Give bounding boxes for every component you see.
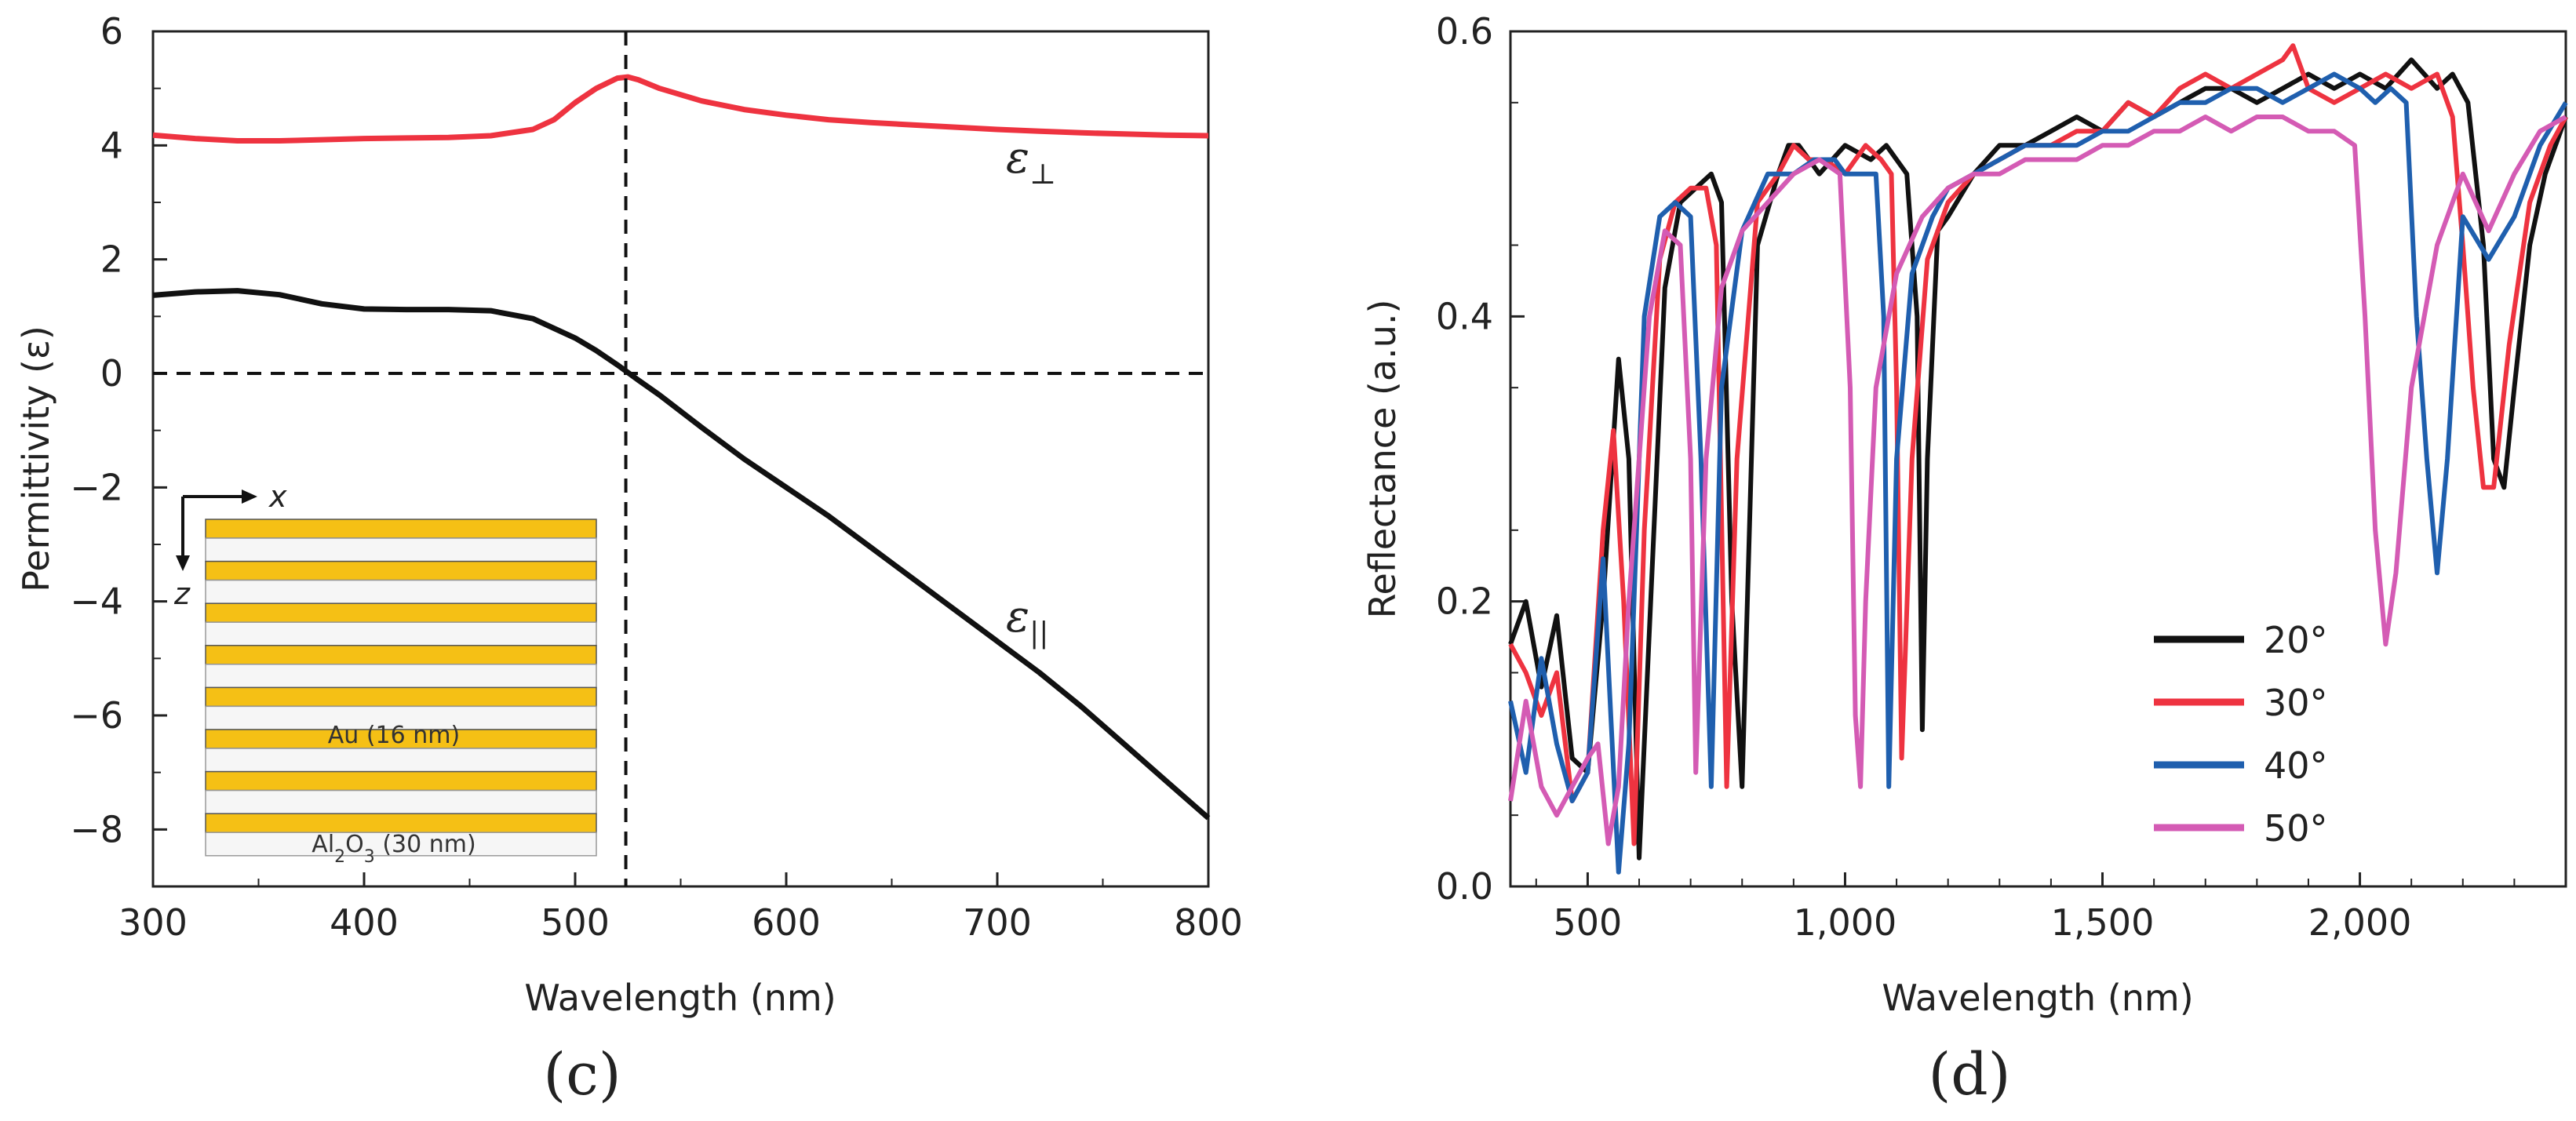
reflectance-line-40deg xyxy=(1508,71,2568,875)
inset-metal-layer xyxy=(205,645,597,665)
inset-metal-layer xyxy=(205,686,597,708)
legend-label-30deg: 30° xyxy=(2264,682,2328,724)
y-tick-label--2: −2 xyxy=(70,466,123,508)
panel-c-permittivity-chart: 300 400 500 600 700 800 6 4 2 0 −2 −4 −6 −8 x z Au (1… xyxy=(15,10,1243,1108)
y-tick-label-0.2: 0.2 xyxy=(1436,581,1493,623)
panel-d-reflectance-chart: 500 1,000 1,500 2,000 0.0 0.2 0.4 0.6 20° 30° 40°… xyxy=(1361,10,2568,1108)
y-tick-label-0.4: 0.4 xyxy=(1436,295,1493,337)
inset-dielectric-layer xyxy=(205,579,597,604)
y-tick-label--4: −4 xyxy=(70,581,123,623)
y-tick-label-0: 0.0 xyxy=(1436,865,1493,908)
x-tick-label-600: 600 xyxy=(752,901,821,944)
inset-metal-layer xyxy=(205,602,597,623)
eps-perp-label: ε⊥ xyxy=(1006,133,1056,191)
inset-x-axis-label: x xyxy=(268,479,287,514)
legend-label-50deg: 50° xyxy=(2264,807,2328,850)
inset-metal-layer xyxy=(205,729,597,749)
panel-d-y-axis-title: Reflectance (a.u.) xyxy=(1361,300,1404,619)
y-tick-label-4: 4 xyxy=(100,124,123,166)
eps-perp-sub: ⊥ xyxy=(1029,158,1056,191)
dielectric-label-o: O xyxy=(345,831,364,858)
panel-d-x-axis-title: Wavelength (nm) xyxy=(1882,977,2193,1019)
inset-z-axis-label: z xyxy=(173,577,191,611)
inset-dielectric-layer xyxy=(205,705,597,730)
dielectric-label-thickness: (30 nm) xyxy=(375,831,476,858)
panel-d-plot-frame xyxy=(1509,30,2567,888)
panel-d-series xyxy=(1508,43,2568,875)
inset-dielectric-layer xyxy=(205,832,597,857)
inset-metal-label: Au (16 nm) xyxy=(328,722,460,749)
panel-c-label: (c) xyxy=(543,1041,621,1108)
panel-d-label: (d) xyxy=(1928,1041,2010,1108)
inset-dielectric-layer xyxy=(205,748,597,773)
reflectance-line-20deg xyxy=(1508,57,2568,861)
series-line-eps-perp xyxy=(152,74,1209,144)
panel-d-ticks: 500 1,000 1,500 2,000 0.0 0.2 0.4 0.6 xyxy=(1436,10,2516,944)
y-tick-label--6: −6 xyxy=(70,694,123,737)
panel-c-series xyxy=(152,74,1211,821)
x-tick-label-800: 800 xyxy=(1174,901,1243,944)
y-tick-label-6: 6 xyxy=(100,10,123,53)
multilayer-inset: x z Au (16 nm) Al2O3 (30 nm) xyxy=(173,479,597,867)
y-tick-label--8: −8 xyxy=(70,808,123,850)
dielectric-label-al: Al xyxy=(312,831,334,858)
inset-x-arrow-head xyxy=(242,490,257,504)
inset-metal-layer xyxy=(205,813,597,833)
eps-par-label: ε|| xyxy=(1006,591,1048,650)
x-tick-label-500: 500 xyxy=(1554,901,1623,944)
y-tick-label-2: 2 xyxy=(100,238,123,281)
inset-dielectric-layer xyxy=(205,621,597,646)
x-tick-label-400: 400 xyxy=(330,901,399,944)
x-tick-label-1500: 1,500 xyxy=(2051,901,2155,944)
reflectance-line-50deg xyxy=(1508,115,2567,846)
eps-par-sub: || xyxy=(1029,617,1048,650)
dielectric-label-sub2: 2 xyxy=(334,847,345,867)
inset-layer-stack xyxy=(205,519,597,857)
inset-dielectric-layer xyxy=(205,537,597,562)
x-tick-label-300: 300 xyxy=(118,901,188,944)
panel-c-y-axis-title: Permittivity (ε) xyxy=(15,326,57,592)
panel-c-guides xyxy=(153,31,1208,886)
eps-perp-main: ε xyxy=(1006,133,1029,184)
eps-par-main: ε xyxy=(1006,591,1029,642)
x-tick-label-2000: 2,000 xyxy=(2308,901,2412,944)
inset-metal-layer xyxy=(205,560,597,581)
y-tick-label-0.6: 0.6 xyxy=(1436,10,1493,53)
x-tick-label-1000: 1,000 xyxy=(1794,901,1897,944)
panel-d-legend: 20° 30° 40° 50° xyxy=(2154,619,2328,850)
inset-z-arrow-head xyxy=(176,555,190,571)
x-tick-label-500: 500 xyxy=(541,901,610,944)
panel-c-x-axis-title: Wavelength (nm) xyxy=(524,977,836,1019)
x-tick-label-700: 700 xyxy=(963,901,1032,944)
legend-label-20deg: 20° xyxy=(2264,619,2328,661)
reflectance-line-30deg xyxy=(1508,43,2568,846)
series-line-eps-par xyxy=(152,288,1211,821)
inset-dielectric-layer xyxy=(205,789,597,814)
y-tick-label-0: 0 xyxy=(100,352,123,395)
inset-metal-layer xyxy=(205,770,597,792)
legend-label-40deg: 40° xyxy=(2264,744,2328,787)
inset-metal-layer xyxy=(205,519,597,539)
dielectric-label-sub3: 3 xyxy=(364,847,375,867)
inset-dielectric-label: Al2O3 (30 nm) xyxy=(312,831,475,867)
panel-c-ticks: 300 400 500 600 700 800 6 4 2 0 −2 −4 −6 −8 xyxy=(70,10,1243,944)
inset-dielectric-layer xyxy=(205,664,597,689)
